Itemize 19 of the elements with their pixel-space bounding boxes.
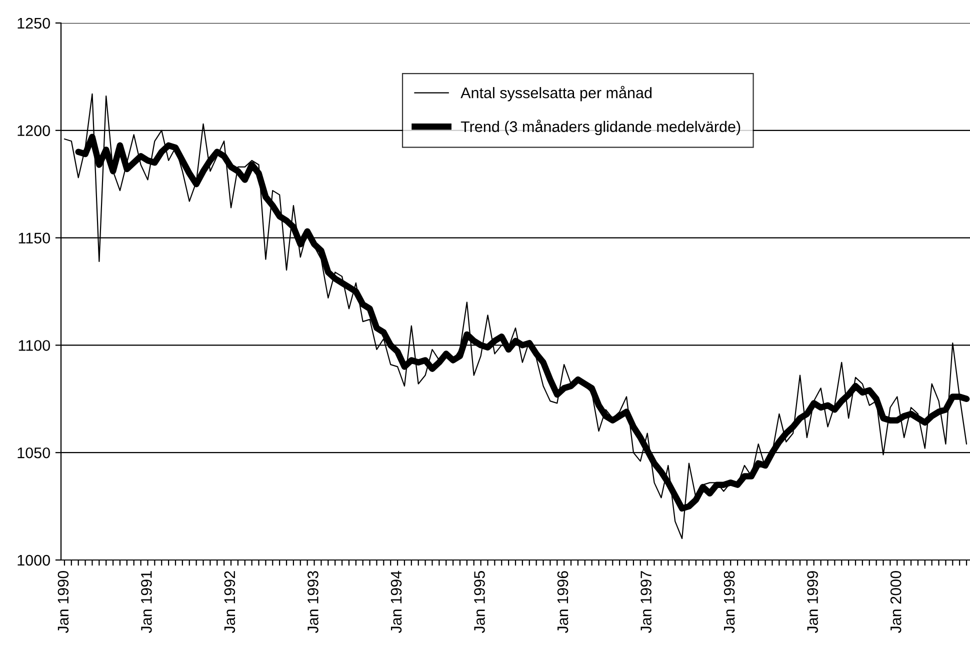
x-tick-label: Jan 1992 <box>224 571 236 634</box>
y-tick-label: 1200 <box>18 125 50 136</box>
x-tick-label: Jan 1991 <box>141 571 152 634</box>
x-tick-label: Jan 1997 <box>640 571 652 634</box>
x-tick-label: Jan 1990 <box>58 571 69 634</box>
y-tick-label: 1100 <box>18 340 50 351</box>
x-tick-label: Jan 1993 <box>308 571 318 634</box>
x-tick-label: Jan 2000 <box>890 571 902 634</box>
x-tick-label: Jan 1998 <box>724 571 735 634</box>
y-tick-label: 1250 <box>18 18 50 29</box>
y-tick-label: 1050 <box>18 447 50 458</box>
legend-label: Antal sysselsatta per månad <box>460 86 652 102</box>
y-tick-label: 1000 <box>18 554 50 566</box>
x-tick-label: Jan 1999 <box>807 571 818 634</box>
legend-label: Trend (3 månaders glidande medelvärde) <box>460 120 740 136</box>
x-tick-label: Jan 1995 <box>474 571 485 634</box>
x-tick-label: Jan 1996 <box>557 571 568 634</box>
y-tick-label: 1150 <box>18 232 50 244</box>
x-tick-label: Jan 1994 <box>390 570 402 634</box>
